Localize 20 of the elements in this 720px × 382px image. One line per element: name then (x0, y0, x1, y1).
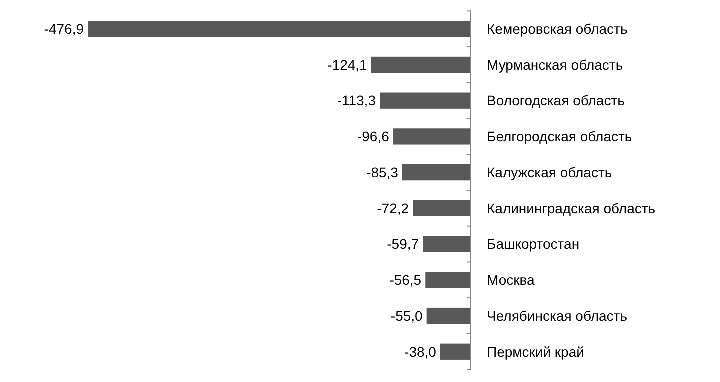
data-label: -96,6 (358, 128, 390, 145)
y-tick-label: Калужская область (487, 164, 612, 180)
y-tick-label: Белгородская область (487, 128, 632, 145)
data-label: -38,0 (404, 344, 437, 360)
y-tick-label: Вологодская область (487, 92, 625, 109)
data-label: -85,3 (366, 164, 399, 180)
data-label: -72,2 (377, 200, 410, 216)
data-label: -113,3 (337, 92, 376, 109)
y-tick-label: Кемеровская область (487, 21, 628, 38)
y-tick-label: Мурманская область (487, 56, 624, 73)
data-label: -56,5 (390, 272, 422, 288)
data-label: -476,9 (44, 21, 84, 38)
y-tick-label: Челябинская область (487, 308, 628, 324)
data-label: -59,7 (387, 236, 420, 252)
data-label: -55,0 (390, 308, 424, 324)
data-label: -124,1 (328, 56, 368, 73)
y-tick-label: Пермский край (487, 344, 584, 360)
y-tick-label: Москва (487, 272, 536, 288)
y-tick-label: Калининградская область (487, 200, 656, 216)
y-tick-label: Башкортостан (487, 236, 580, 252)
